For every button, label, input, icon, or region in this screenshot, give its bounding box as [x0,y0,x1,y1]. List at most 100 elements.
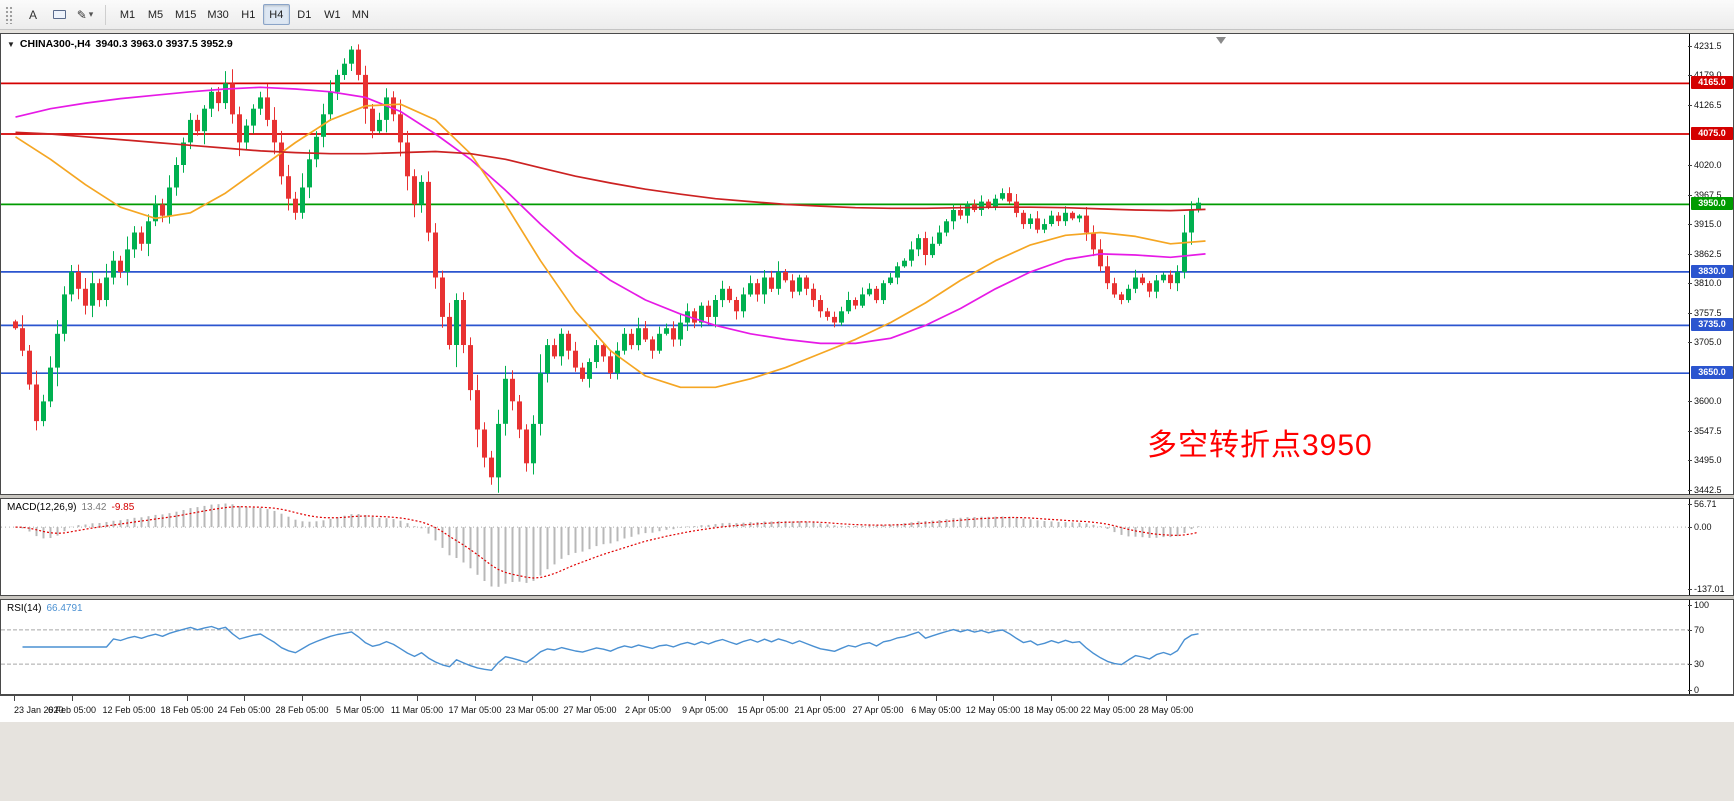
time-tick [820,696,821,701]
price-tick-label: 4179.0 [1688,70,1722,80]
time-tick [244,696,245,701]
timeframe-button-M5[interactable]: M5 [147,8,164,21]
price-tick-label: 3547.5 [1688,426,1722,436]
rsi-tick-label: 70 [1687,625,1705,635]
top-toolbar: A ✎ ▾ M1 M5 M15 M30 H1 H4 D1 W1 MN [0,0,1734,30]
time-tick [936,696,937,701]
timeframe-button-H4[interactable]: H4 [262,4,290,25]
time-tick-label: 6 May 05:00 [911,705,961,715]
time-tick-label: 5 Mar 05:00 [335,705,385,715]
rsi-tick-label: 0 [1687,685,1700,695]
price-tick-label: 3495.0 [1688,455,1722,465]
price-tick-label: 3862.5 [1688,249,1722,259]
timeframe-button-W1[interactable]: W1 [324,8,341,21]
price-level-badge: 3650.0 [1691,366,1733,379]
toolbar-separator [105,4,106,25]
timeframe-button-MN[interactable]: MN [351,8,369,21]
time-tick [878,696,879,701]
time-tick-label: 28 May 05:00 [1138,705,1194,715]
main-chart-panel[interactable]: ▼ CHINA300-,H4 3940.3 3963.0 3937.5 3952… [0,33,1734,495]
rsi-plot[interactable] [1,600,1689,694]
price-label-tool-button[interactable] [47,4,71,26]
time-tick-label: 28 Feb 05:00 [275,705,329,715]
timeframe-toolbar: M1 M5 M15 M30 H1 H4 D1 W1 MN [114,4,374,25]
price-tick-label: 3810.0 [1688,278,1722,288]
price-axis[interactable]: 4231.5 4179.0 4126.5 4020.0 3967.5 3915.0 3862… [1688,34,1733,495]
time-tick-label: 11 Mar 05:00 [390,705,444,715]
price-tick-label: 3442.5 [1688,485,1722,495]
price-tick-label: 4020.0 [1688,160,1722,170]
timeframe-button-H1[interactable]: H1 [241,8,256,21]
price-level-badge: 3735.0 [1691,318,1733,331]
time-tick [72,696,73,701]
macd-tick-label: 56.71 [1688,499,1717,509]
annotation-text: 多空转折点3950 [1147,429,1373,462]
time-tick-label: 18 May 05:00 [1023,705,1079,715]
time-tick [993,696,994,701]
time-tick [705,696,706,701]
time-tick-label: 15 Apr 05:00 [737,705,789,715]
price-tick-label: 3915.0 [1688,219,1722,229]
rsi-label: RSI(14) 66.4791 [7,603,83,614]
candlestick-plot[interactable] [1,34,1689,494]
price-label-icon [52,10,66,19]
time-tick [302,696,303,701]
macd-tick-label: -137.01 [1688,584,1725,594]
draw-tools-button[interactable]: ✎ ▾ [73,4,97,26]
macd-main-value: 13.42 [81,502,107,513]
text-tool-button[interactable]: A [21,4,45,26]
timeframe-button-M15[interactable]: M15 [175,8,197,21]
toolbar-grip[interactable] [5,5,14,24]
time-tick [532,696,533,701]
time-tick [648,696,649,701]
macd-label: MACD(12,26,9) 13.42 -9.85 [7,502,134,513]
time-tick-label: 18 Feb 05:00 [160,705,214,715]
time-tick-label: 2 Apr 05:00 [624,705,672,715]
macd-panel[interactable]: MACD(12,26,9) 13.42 -9.85 56.71 0.00 -137.… [0,498,1734,596]
time-tick-label: 17 Mar 05:00 [448,705,502,715]
time-axis[interactable]: 23 Jan 2020 6 Feb 05:00 12 Feb 05:00 18 Feb… [0,695,1734,722]
time-tick-label: 23 Mar 05:00 [505,705,559,715]
time-tick-label: 21 Apr 05:00 [794,705,846,715]
macd-name: MACD(12,26,9) [7,502,77,513]
time-tick-label: 6 Feb 05:00 [47,705,97,715]
timeframe-button-D1[interactable]: D1 [297,8,312,21]
time-tick [417,696,418,701]
rsi-panel[interactable]: RSI(14) 66.4791 100 70 30 0 [0,599,1734,695]
price-tick-label: 4231.5 [1688,41,1722,51]
time-tick-label: 22 May 05:00 [1080,705,1136,715]
rsi-axis[interactable]: 100 70 30 0 [1687,600,1733,695]
time-tick-label: 27 Mar 05:00 [563,705,617,715]
macd-tick-label: 0.00 [1688,522,1712,532]
price-tick-label: 3600.0 [1688,396,1722,406]
time-tick [187,696,188,701]
time-tick [1051,696,1052,701]
time-tick-label: 23 Jan 2020 [14,705,64,715]
pencil-icon: ✎ [76,7,87,22]
symbol-title: CHINA300-,H4 [19,38,91,50]
timeframe-button-M1[interactable]: M1 [119,8,136,21]
rsi-name: RSI(14) [7,603,42,614]
time-tick [14,696,15,701]
price-level-badge: 4075.0 [1691,127,1733,140]
rsi-tick-label: 30 [1687,659,1705,669]
time-tick-label: 24 Feb 05:00 [217,705,271,715]
time-tick-label: 12 Feb 05:00 [102,705,156,715]
price-tick-label: 4126.5 [1688,100,1722,110]
macd-signal-value: -9.85 [111,502,135,513]
time-tick [360,696,361,701]
chart-window: ▼ CHINA300-,H4 3940.3 3963.0 3937.5 3952… [0,33,1734,722]
time-tick [129,696,130,701]
timeframe-button-M30[interactable]: M30 [207,8,229,21]
time-tick [1108,696,1109,701]
macd-axis[interactable]: 56.71 0.00 -137.01 [1688,499,1733,595]
price-level-badge: 3950.0 [1691,197,1733,210]
rsi-value: 66.4791 [46,603,83,614]
time-tick-label: 27 Apr 05:00 [852,705,904,715]
collapse-triangle-icon[interactable]: ▼ [7,39,15,49]
ohlc-values: 3940.3 3963.0 3937.5 3952.9 [95,38,233,50]
macd-plot[interactable] [1,499,1689,595]
time-tick-label: 9 Apr 05:00 [681,705,729,715]
rsi-tick-label: 100 [1687,600,1710,610]
